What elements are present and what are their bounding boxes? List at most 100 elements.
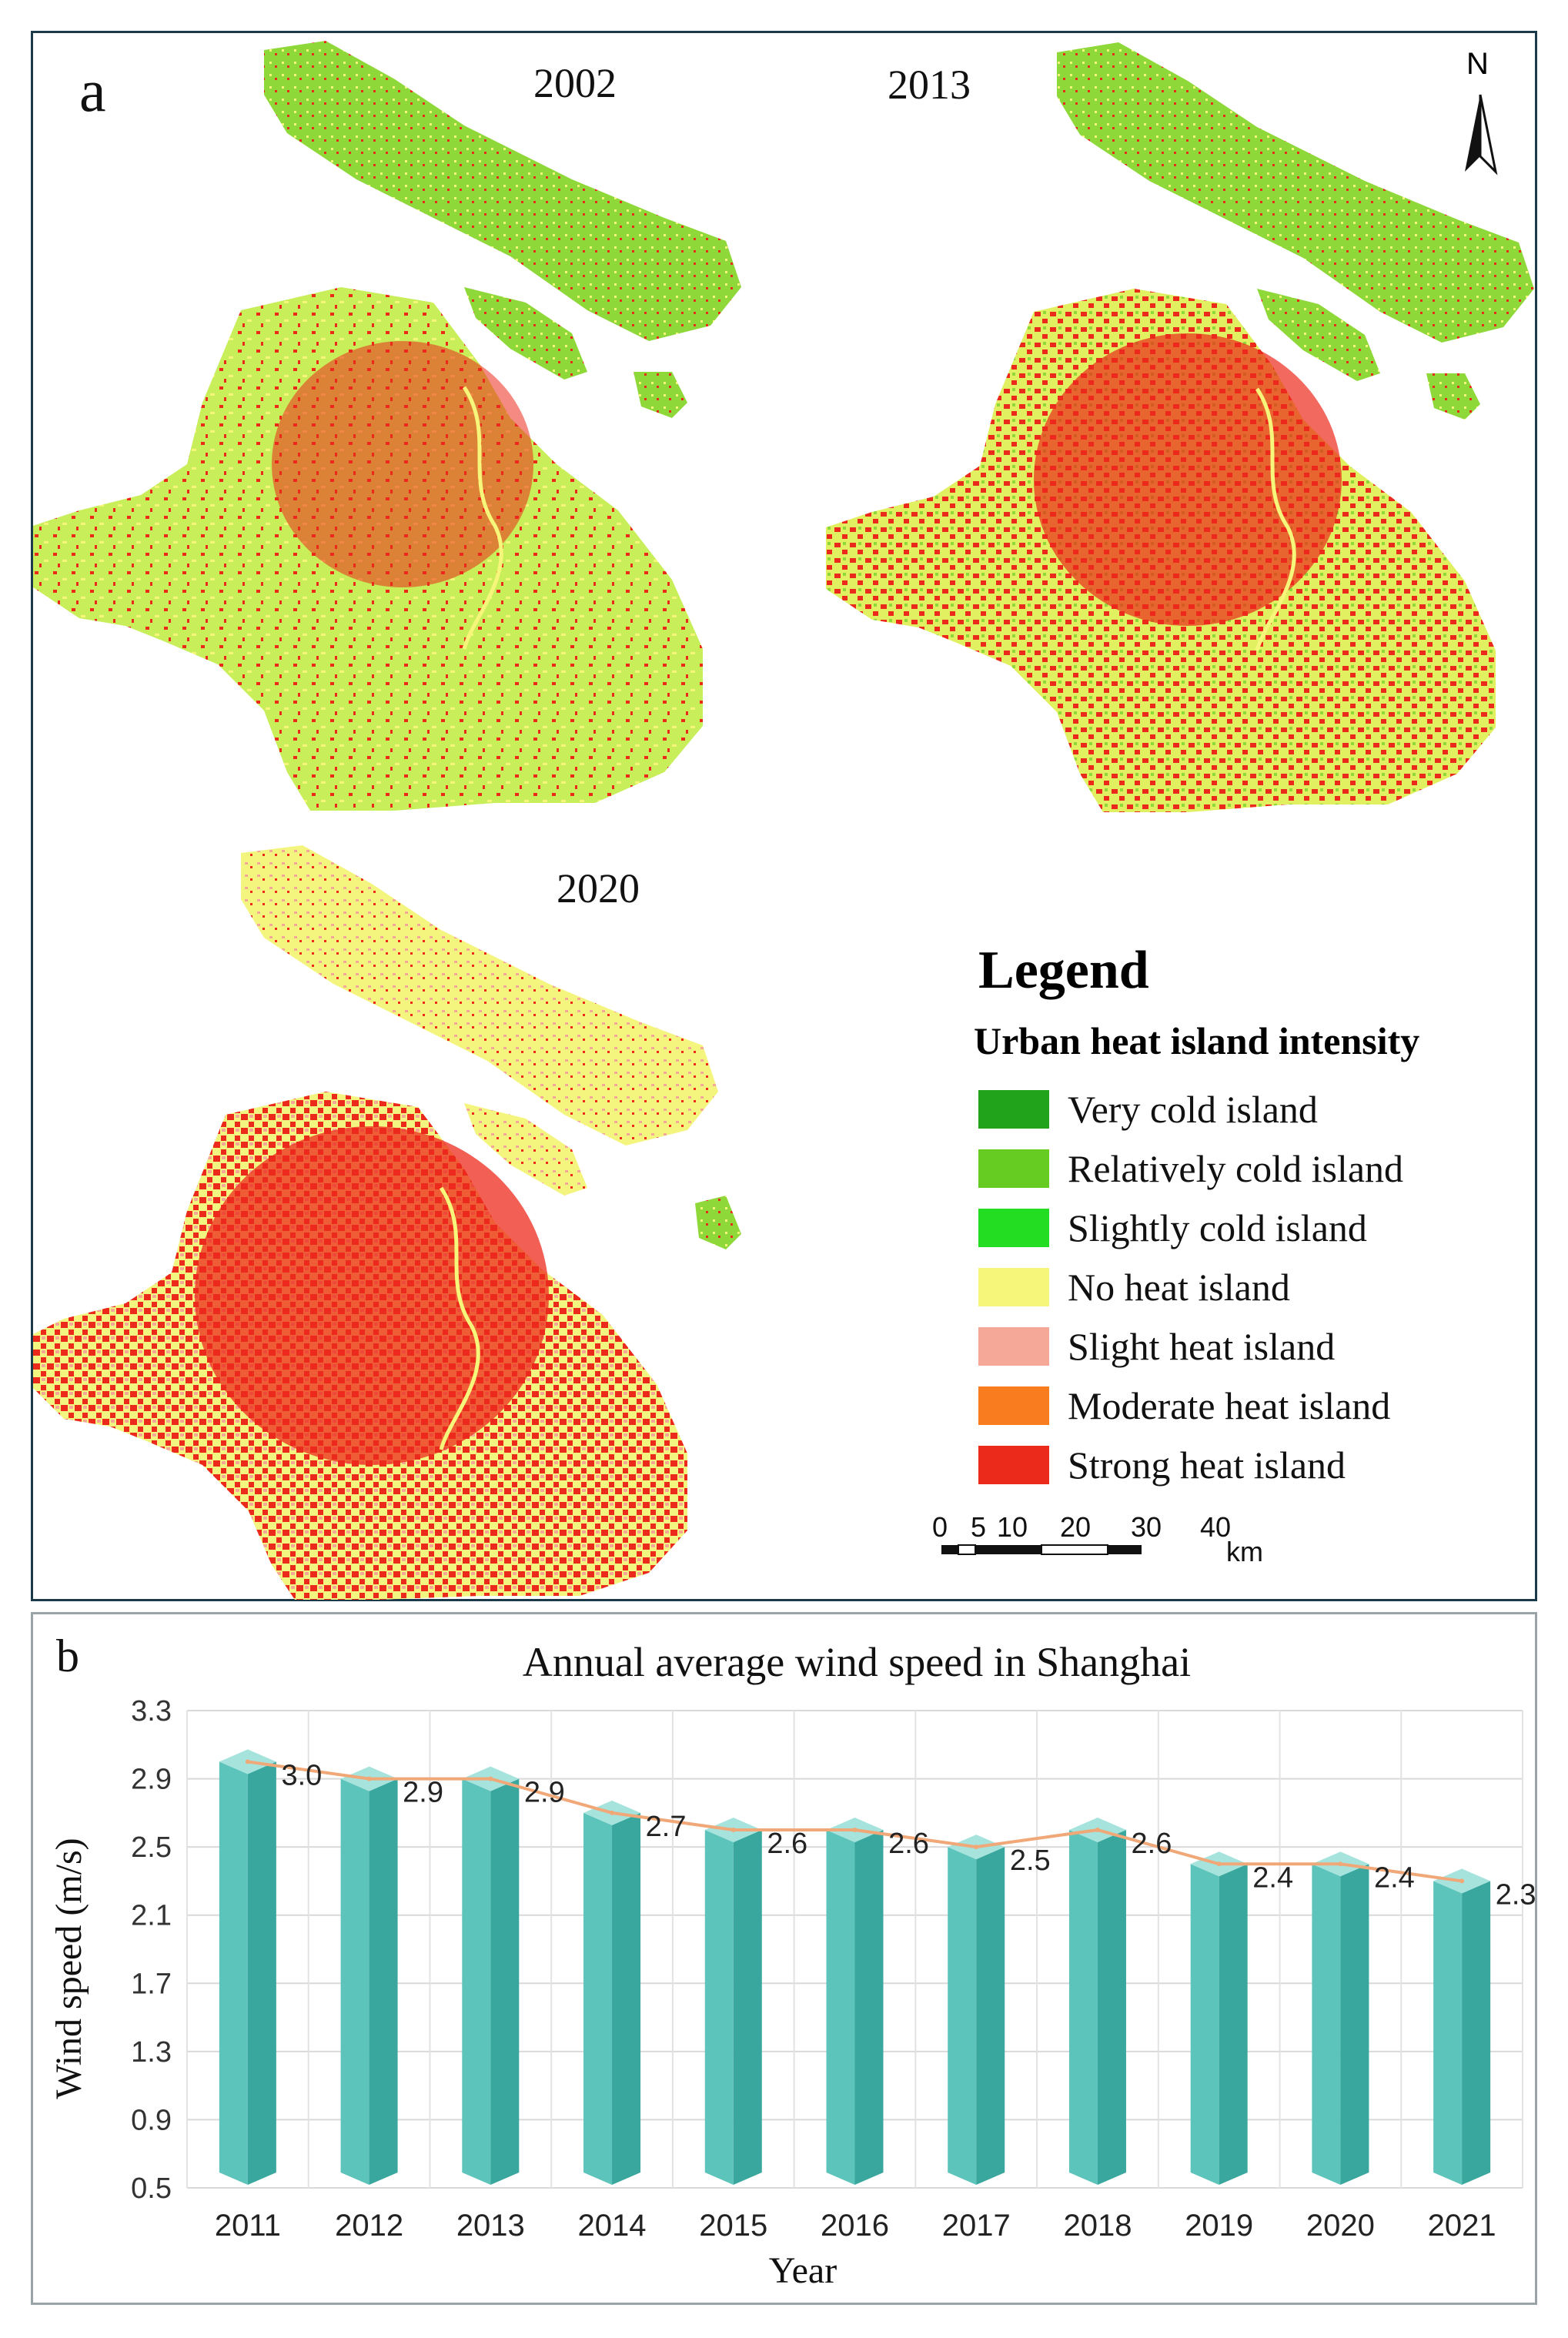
bar-face-right xyxy=(1219,1864,1248,2185)
chart-labels: 0.5 0.9 1.3 1.7 2.1 2.5 2.9 3.3 2011 2012 2013 2014… xyxy=(131,1695,1536,2243)
bar xyxy=(583,1800,641,2185)
line-point xyxy=(1338,1861,1343,1867)
wind-speed-chart: Annual average wind speed in Shanghai Ye… xyxy=(48,1639,1536,2291)
line-point xyxy=(731,1828,736,1832)
legend-label: Moderate heat island xyxy=(1068,1384,1391,1427)
bar-face-left xyxy=(219,1761,248,2185)
y-tick-label: 1.3 xyxy=(131,2036,172,2069)
legend-swatch xyxy=(978,1090,1049,1129)
legend-item-slight-heat: Slight heat island xyxy=(978,1323,1335,1370)
x-tick-label: 2014 xyxy=(578,2209,647,2243)
bar-face-right xyxy=(1462,1881,1491,2185)
bar-face-left xyxy=(826,1830,855,2185)
legend-title: Legend xyxy=(978,941,1149,1000)
legend-swatch xyxy=(978,1446,1049,1484)
panel-letter-a: a xyxy=(79,57,106,124)
line-point xyxy=(366,1776,372,1781)
bar xyxy=(462,1766,520,2185)
bar-face-right xyxy=(490,1778,520,2185)
bar-face-right xyxy=(1097,1830,1126,2185)
bar xyxy=(826,1818,884,2185)
line-point xyxy=(245,1759,250,1764)
data-label: 3.0 xyxy=(281,1759,322,1791)
legend-label: Slightly cold island xyxy=(1068,1206,1367,1249)
bar-face-left xyxy=(948,1847,977,2185)
data-label: 2.7 xyxy=(646,1811,687,1843)
x-tick-label: 2016 xyxy=(821,2209,889,2243)
legend-swatch xyxy=(978,1149,1049,1188)
legend-item-slightly-cold: Slightly cold island xyxy=(978,1205,1367,1251)
bar-face-right xyxy=(854,1830,884,2185)
wind-speed-chart-panel: b Annual average wind speed in Shanghai … xyxy=(31,1612,1537,2305)
map-drawings xyxy=(33,41,1534,1600)
legend-item-moderate-heat: Moderate heat island xyxy=(978,1383,1390,1429)
data-label: 2.5 xyxy=(1010,1845,1051,1877)
y-tick-label: 0.5 xyxy=(131,2172,172,2205)
bar xyxy=(948,1835,1005,2185)
legend-swatch xyxy=(978,1268,1049,1306)
bar-face-left xyxy=(1312,1864,1341,2185)
map-2002 xyxy=(33,41,741,811)
x-tick-label: 2012 xyxy=(335,2209,403,2243)
bar-face-left xyxy=(1190,1864,1219,2185)
map-year-label-2002: 2002 xyxy=(533,60,617,106)
scale-tick-5: 5 xyxy=(971,1511,987,1543)
y-tick-label: 1.7 xyxy=(131,1968,172,2000)
chart-bars xyxy=(219,1749,1491,2185)
bar xyxy=(340,1766,398,2185)
map-year-label-2013: 2013 xyxy=(888,62,971,108)
chart-title: Annual average wind speed in Shanghai xyxy=(523,1639,1191,1685)
map-2013 xyxy=(826,42,1534,812)
legend-item-no-heat: No heat island xyxy=(978,1264,1290,1310)
legend-label: Slight heat island xyxy=(1068,1325,1336,1368)
legend-label: Relatively cold island xyxy=(1068,1147,1404,1190)
bar-face-right xyxy=(612,1812,641,2185)
legend-swatch xyxy=(978,1327,1049,1366)
bar xyxy=(219,1749,276,2185)
x-tick-label: 2018 xyxy=(1063,2209,1132,2243)
y-tick-label: 2.9 xyxy=(131,1764,172,1796)
panel-letter-b: b xyxy=(56,1631,79,1681)
scale-tick-20: 20 xyxy=(1060,1511,1092,1543)
bar-face-right xyxy=(369,1778,398,2185)
legend-item-strong-heat: Strong heat island xyxy=(978,1442,1346,1488)
line-point xyxy=(1459,1878,1465,1884)
north-label: N xyxy=(1466,47,1489,81)
bar-face-right xyxy=(733,1830,762,2185)
data-label: 2.9 xyxy=(524,1777,565,1809)
legend-subtitle: Urban heat island intensity xyxy=(974,1019,1420,1062)
bar xyxy=(1433,1868,1491,2185)
x-axis-title: Year xyxy=(769,2250,837,2291)
legend-item-relatively-cold: Relatively cold island xyxy=(978,1146,1403,1192)
legend-label: Very cold island xyxy=(1068,1088,1318,1131)
y-tick-label: 3.3 xyxy=(131,1695,172,1728)
line-point xyxy=(974,1845,979,1850)
chart-line xyxy=(245,1759,1465,1884)
legend-item-very-cold: Very cold island xyxy=(978,1086,1318,1132)
data-label: 2.3 xyxy=(1496,1878,1536,1911)
x-tick-label: 2020 xyxy=(1306,2209,1375,2243)
scale-bar-graphic xyxy=(941,1544,1142,1555)
scale-tick-40: 40 xyxy=(1200,1511,1232,1543)
line-point xyxy=(1095,1828,1100,1832)
map-2020 xyxy=(33,845,741,1600)
bar xyxy=(704,1818,762,2185)
line-point xyxy=(488,1776,493,1781)
x-tick-label: 2013 xyxy=(456,2209,525,2243)
y-axis-title: Wind speed (m/s) xyxy=(48,1838,89,2099)
north-arrow-icon xyxy=(1465,94,1498,176)
legend-swatch xyxy=(978,1386,1049,1425)
data-label: 2.6 xyxy=(767,1828,807,1860)
scale-unit: km xyxy=(1226,1536,1263,1567)
heat-island-map-panel: a 2002 2013 2020 xyxy=(31,31,1537,1601)
bar xyxy=(1312,1851,1369,2185)
x-tick-label: 2011 xyxy=(215,2209,281,2243)
data-label: 2.6 xyxy=(888,1828,929,1860)
bar-face-left xyxy=(340,1778,369,2185)
map-year-label-2020: 2020 xyxy=(557,865,640,911)
scale-tick-10: 10 xyxy=(997,1511,1028,1543)
bar-face-right xyxy=(976,1847,1005,2185)
bar-face-left xyxy=(583,1812,613,2185)
x-tick-label: 2019 xyxy=(1185,2209,1253,2243)
line-point xyxy=(610,1810,615,1815)
